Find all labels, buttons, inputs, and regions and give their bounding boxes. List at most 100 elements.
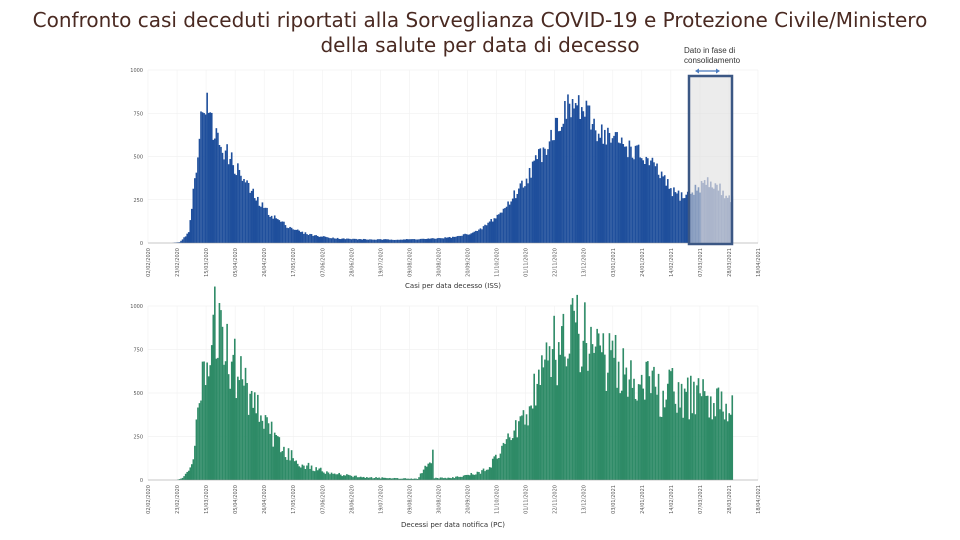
bar: [207, 112, 210, 244]
x-tick-label: 15/03/2020: [204, 248, 210, 277]
x-tick-label: 07/03/2021: [698, 248, 704, 277]
bar: [307, 462, 310, 480]
bar: [516, 437, 519, 480]
bar: [369, 239, 371, 243]
bar: [639, 157, 641, 243]
bar: [183, 237, 185, 243]
bar: [269, 216, 271, 243]
bar: [556, 117, 559, 243]
bar: [255, 200, 258, 243]
bar: [186, 233, 188, 243]
bar: [352, 238, 354, 243]
bar: [181, 239, 184, 243]
bar: [453, 478, 456, 480]
bar: [462, 234, 465, 243]
bar: [714, 416, 717, 480]
bar: [505, 439, 508, 480]
bar: [508, 204, 511, 243]
bar: [189, 220, 192, 243]
bar: [728, 413, 730, 480]
bar: [318, 236, 321, 243]
bar: [584, 302, 586, 480]
bar: [329, 238, 331, 243]
bar: [498, 457, 500, 480]
bar: [253, 198, 256, 243]
bar: [471, 474, 474, 480]
bar: [249, 393, 251, 480]
bar: [304, 232, 307, 243]
x-axis-label: Casi per data decesso (ISS): [405, 282, 501, 290]
bar: [203, 361, 205, 480]
bar: [653, 162, 655, 243]
bar: [502, 208, 505, 243]
bar: [534, 155, 537, 243]
bar: [438, 237, 440, 243]
bar: [407, 478, 410, 480]
bar: [456, 236, 459, 243]
bar: [415, 478, 417, 480]
bar: [602, 143, 605, 243]
title-line-2: della salute per data di decesso: [320, 33, 640, 57]
bar: [614, 334, 617, 480]
bar: [263, 428, 265, 480]
bar: [565, 118, 568, 243]
bar: [227, 164, 230, 243]
bar: [688, 419, 691, 480]
bar: [450, 237, 453, 243]
bar: [625, 146, 628, 243]
bar: [189, 467, 192, 480]
bar: [195, 172, 198, 243]
bar: [504, 208, 506, 243]
x-tick-label: 03/01/2021: [611, 485, 617, 514]
bar: [465, 234, 468, 243]
bar: [610, 142, 612, 243]
bar: [367, 477, 370, 480]
bar: [570, 117, 572, 243]
bar: [392, 478, 394, 480]
bar: [221, 326, 224, 480]
bar: [200, 111, 202, 243]
bar: [321, 471, 324, 480]
bar: [332, 237, 334, 243]
bar: [312, 470, 314, 480]
bar: [493, 218, 496, 243]
x-tick-label: 14/02/2021: [669, 485, 675, 514]
bar: [226, 323, 228, 480]
bar: [607, 127, 609, 243]
bar: [663, 175, 666, 243]
bar: [436, 477, 439, 480]
bar: [656, 163, 658, 243]
bar: [666, 383, 669, 480]
bar: [241, 180, 244, 243]
bar: [326, 237, 328, 243]
bar: [513, 430, 516, 480]
bar: [200, 400, 202, 480]
bar: [367, 239, 370, 243]
bar: [467, 234, 469, 243]
bar: [582, 340, 585, 480]
bar: [545, 342, 548, 480]
bar: [313, 471, 316, 480]
bar: [604, 354, 606, 480]
bar: [410, 239, 413, 243]
bar: [620, 137, 623, 243]
bar: [536, 383, 539, 480]
bar: [412, 239, 414, 243]
bar: [627, 396, 629, 480]
bar: [516, 193, 519, 243]
bar: [362, 238, 365, 243]
bar: [376, 239, 379, 243]
bar: [416, 239, 419, 243]
bar: [705, 395, 707, 480]
bar: [296, 463, 299, 480]
bar: [620, 390, 623, 480]
bar: [413, 478, 416, 480]
bar: [717, 387, 720, 480]
bar: [177, 242, 179, 243]
bar: [538, 369, 540, 480]
bar: [346, 474, 348, 480]
bar: [671, 196, 674, 243]
bar: [410, 478, 413, 480]
bar: [580, 107, 583, 243]
bar: [358, 477, 360, 480]
